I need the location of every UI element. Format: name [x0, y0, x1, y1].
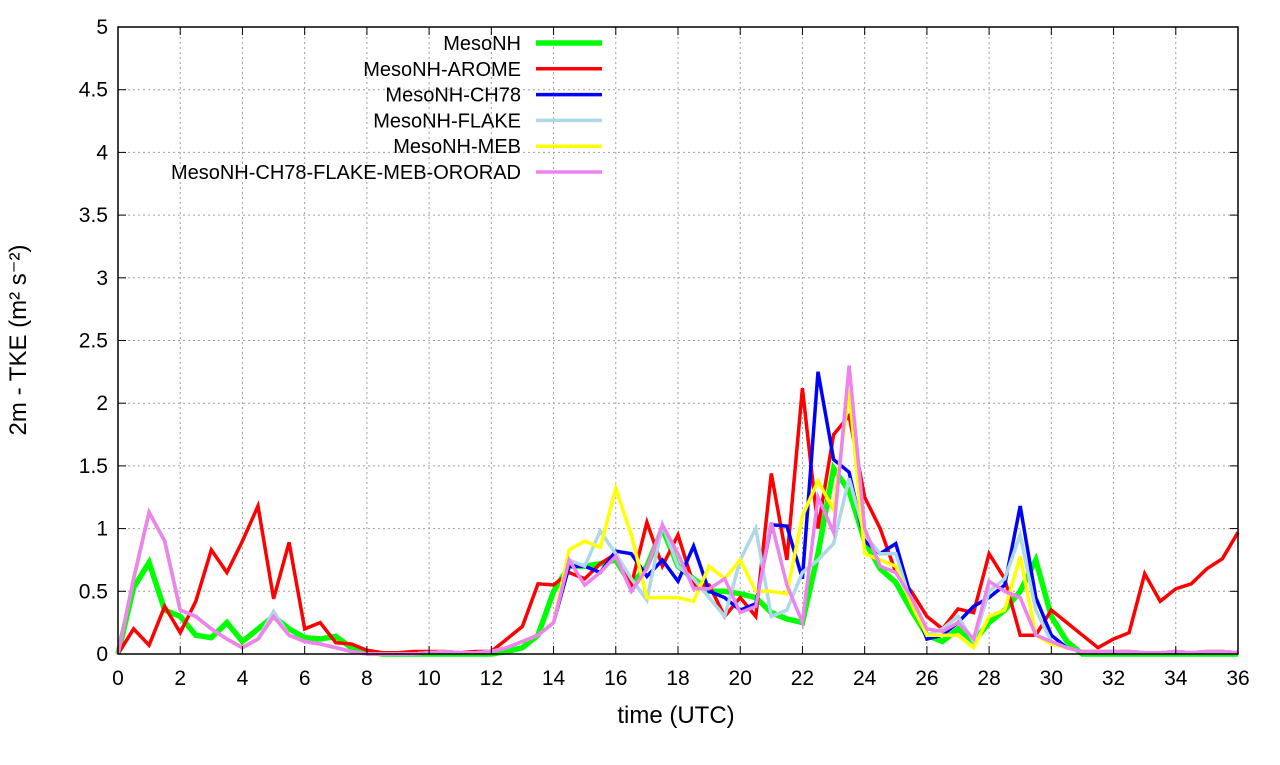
y-tick-label: 5 [96, 16, 108, 39]
y-axis-label: 2m - TKE (m² s⁻²) [5, 245, 32, 436]
x-tick-label: 28 [977, 667, 1000, 690]
x-tick-label: 6 [299, 667, 311, 690]
legend-label: MesoNH-CH78 [385, 85, 521, 107]
legend-label: MesoNH [443, 33, 521, 55]
x-tick-label: 18 [666, 667, 689, 690]
x-tick-label: 2 [174, 667, 186, 690]
x-tick-label: 10 [417, 667, 440, 690]
x-tick-label: 34 [1164, 667, 1188, 690]
x-tick-label: 24 [853, 667, 877, 690]
y-tick-label: 2.5 [79, 330, 108, 353]
x-tick-label: 14 [542, 667, 566, 690]
x-tick-label: 32 [1102, 667, 1125, 690]
x-tick-label: 16 [604, 667, 627, 690]
x-tick-label: 36 [1226, 667, 1249, 690]
y-tick-label: 1 [96, 518, 108, 541]
x-tick-label: 0 [112, 667, 124, 690]
x-tick-label: 30 [1040, 667, 1063, 690]
legend-entry: MesoNH-MEB [393, 136, 602, 158]
legend-label: MesoNH-MEB [393, 136, 521, 158]
legend-entry: MesoNH-AROME [363, 59, 602, 81]
gridlines [118, 27, 1238, 654]
x-tick-label: 26 [915, 667, 938, 690]
y-tick-label: 0 [96, 643, 108, 666]
series-lines [115, 365, 1240, 657]
x-tick-label: 8 [361, 667, 373, 690]
y-tick-label: 2 [96, 392, 108, 415]
legend-label: MesoNH-FLAKE [373, 110, 521, 132]
y-tick-label: 4 [96, 141, 108, 164]
legend-label: MesoNH-CH78-FLAKE-MEB-ORORAD [171, 162, 521, 184]
y-tick-label: 1.5 [79, 455, 108, 478]
series-line-mesonh-ch78-flake-meb-ororad [116, 365, 1239, 656]
y-tick-label: 4.5 [79, 79, 108, 102]
legend-entry: MesoNH [443, 33, 602, 55]
axis-ticks: 0 2 4 6 8 10 12 14 16 18 20 22 24 26 28 30 32 34 3600.511.… [79, 16, 1250, 690]
legend-entry: MesoNH-FLAKE [373, 110, 602, 132]
legend: MesoNH MesoNH-AROME MesoNH-CH78 MesoNH-FLAK… [171, 33, 602, 184]
x-tick-label: 22 [791, 667, 814, 690]
y-tick-label: 3.5 [79, 204, 108, 227]
series-line-mesonh-arome [116, 388, 1240, 655]
legend-entry: MesoNH-CH78 [385, 85, 602, 107]
x-axis-label: time (UTC) [617, 702, 734, 729]
legend-entry: MesoNH-CH78-FLAKE-MEB-ORORAD [171, 162, 602, 184]
y-tick-label: 3 [96, 267, 108, 290]
x-tick-label: 12 [480, 667, 503, 690]
x-tick-label: 20 [729, 667, 752, 690]
x-tick-label: 4 [237, 667, 249, 690]
legend-label: MesoNH-AROME [363, 59, 521, 81]
y-tick-label: 0.5 [79, 580, 108, 603]
